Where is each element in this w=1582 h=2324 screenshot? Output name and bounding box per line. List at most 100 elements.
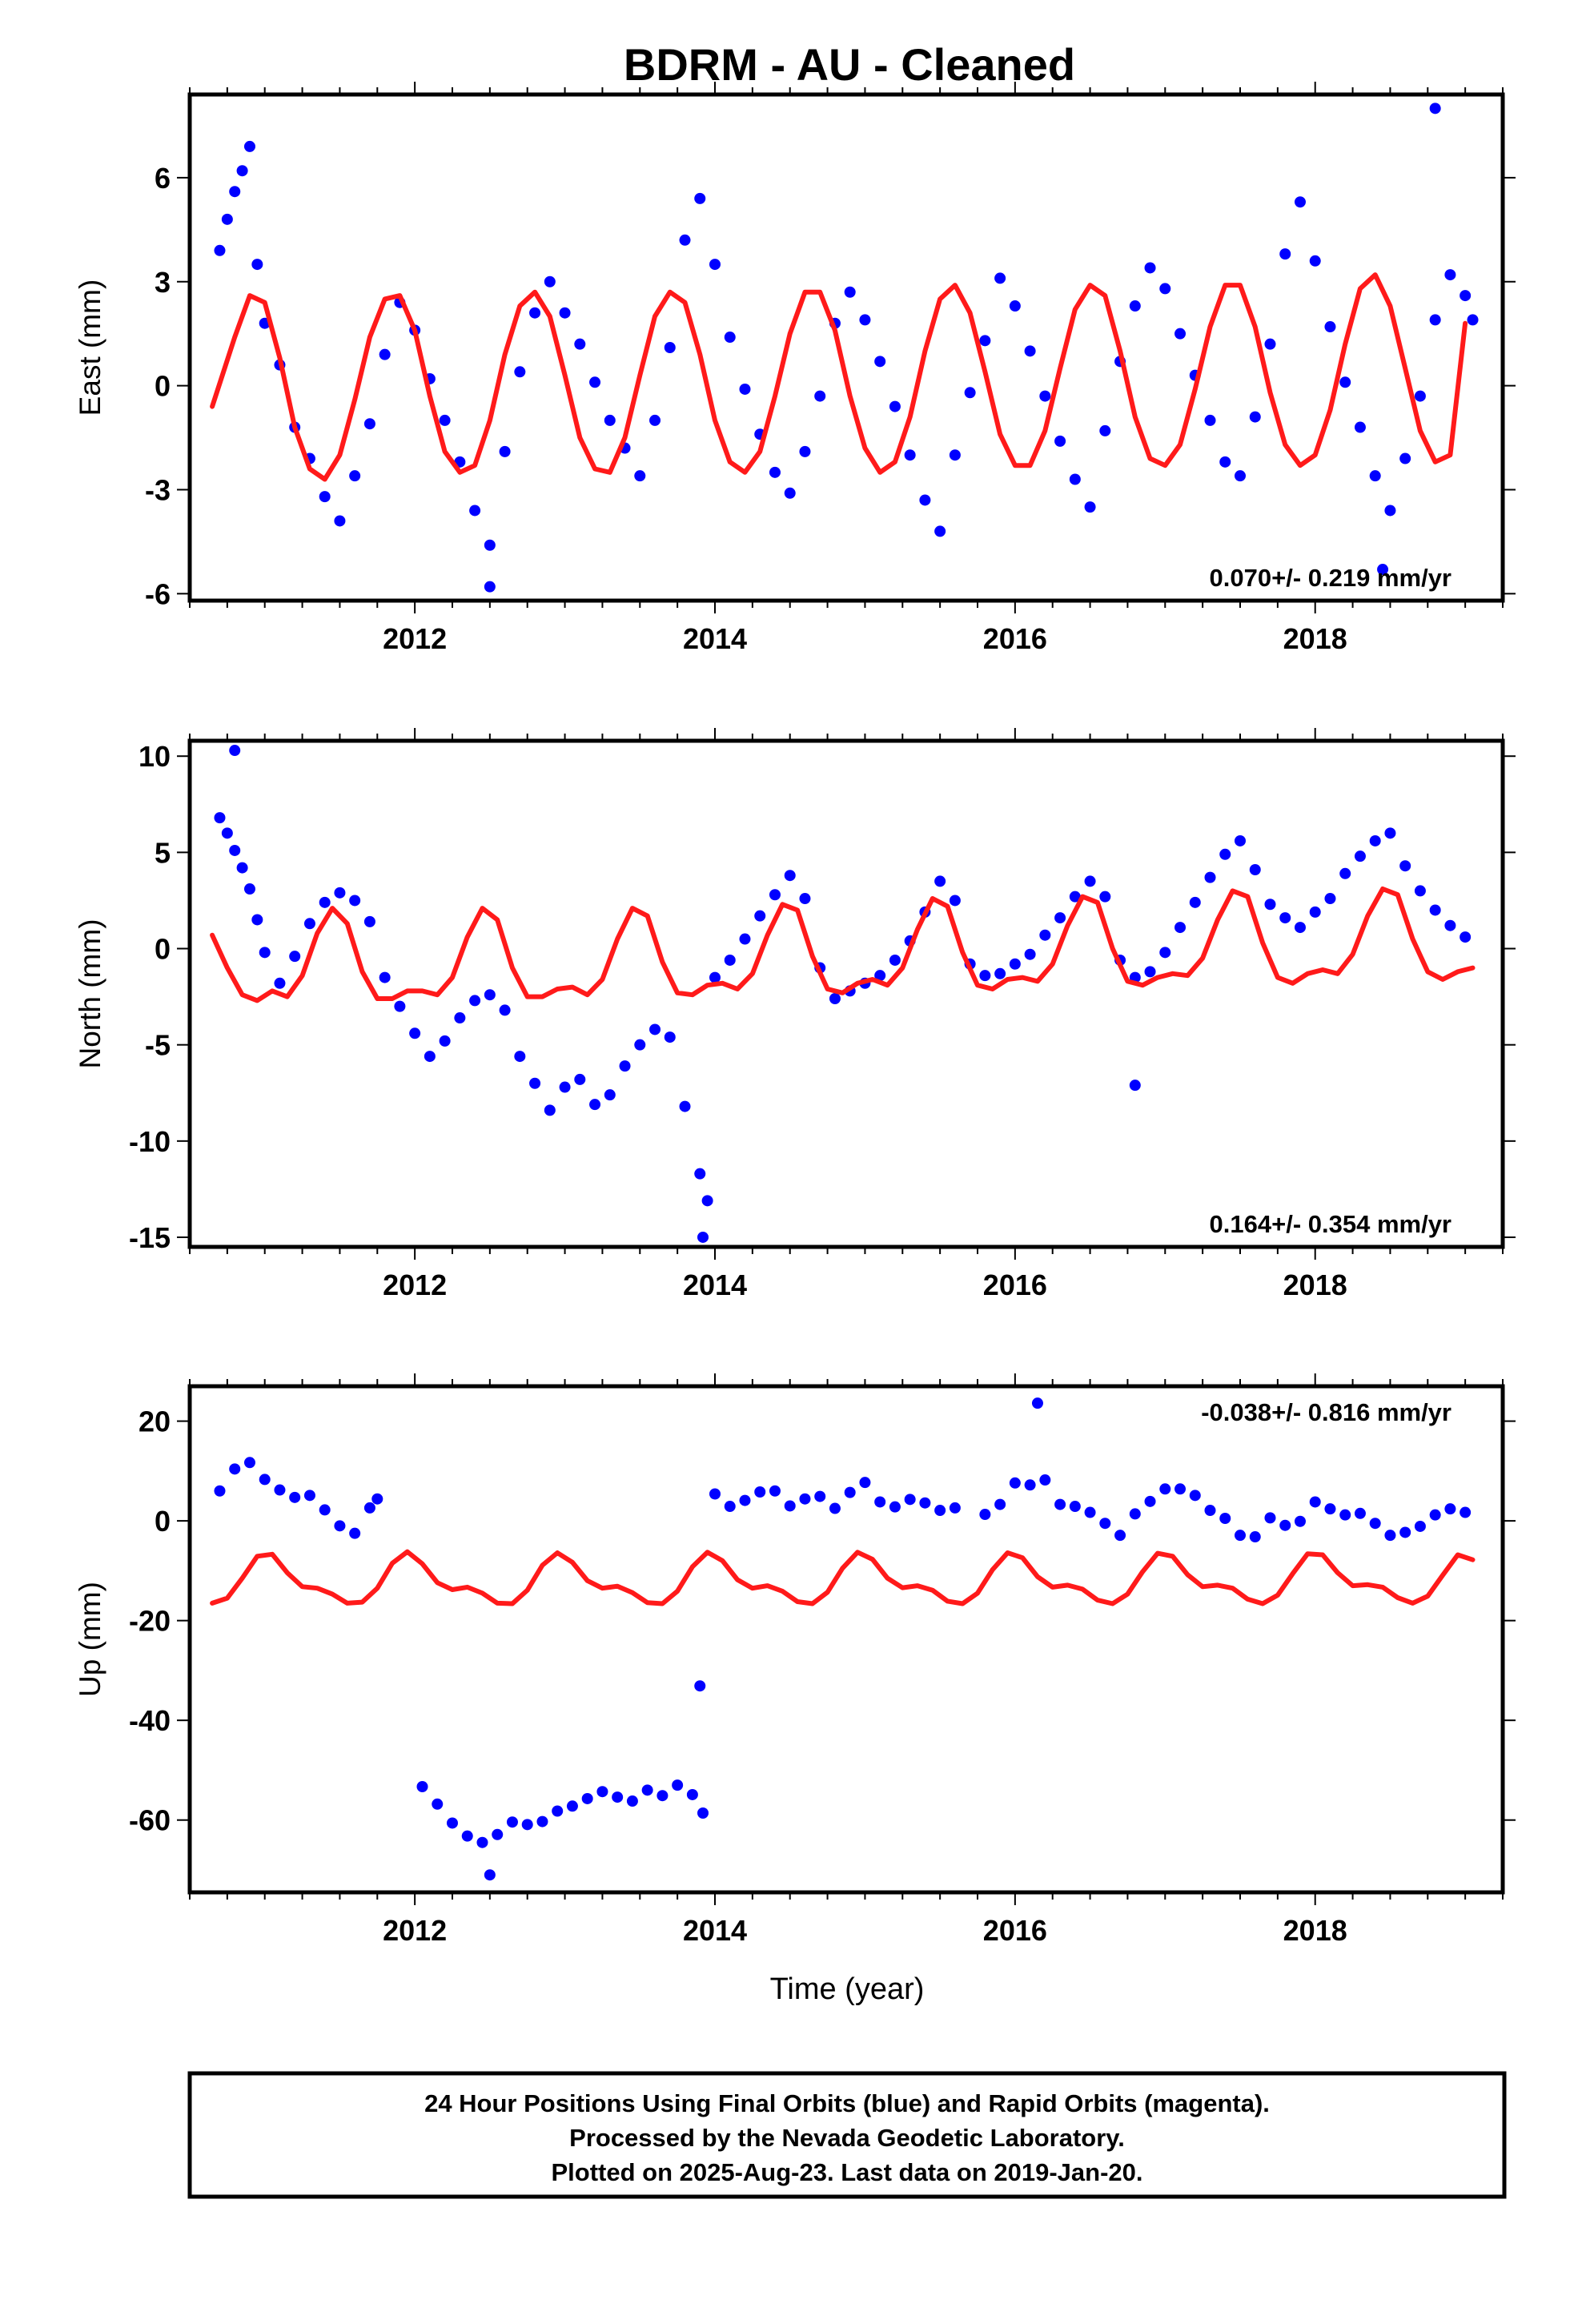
data-point bbox=[649, 414, 661, 426]
data-point bbox=[363, 1502, 375, 1514]
data-point bbox=[979, 1509, 991, 1521]
data-point bbox=[484, 539, 496, 551]
data-point bbox=[799, 445, 811, 457]
data-point bbox=[1294, 196, 1306, 208]
y-tick-label: 6 bbox=[155, 162, 171, 195]
y-tick-label: 0 bbox=[155, 370, 171, 403]
data-point bbox=[251, 914, 263, 926]
data-point bbox=[1054, 912, 1066, 924]
data-point bbox=[1054, 435, 1066, 447]
data-point bbox=[1129, 1080, 1141, 1092]
x-tick-label: 2012 bbox=[383, 622, 447, 655]
data-point bbox=[1099, 1518, 1111, 1530]
data-point bbox=[259, 947, 271, 959]
data-point bbox=[544, 275, 556, 287]
y-axis-label: East (mm) bbox=[74, 279, 106, 416]
data-point bbox=[319, 1504, 331, 1516]
data-point bbox=[686, 1788, 698, 1800]
data-point bbox=[1235, 470, 1246, 482]
data-point bbox=[844, 286, 856, 298]
data-point bbox=[784, 870, 796, 882]
data-point bbox=[859, 314, 871, 326]
data-point bbox=[363, 915, 375, 927]
data-point bbox=[641, 1784, 653, 1796]
data-point bbox=[754, 910, 766, 922]
x-tick-label: 2014 bbox=[683, 1269, 747, 1301]
data-point bbox=[409, 1027, 421, 1039]
data-point bbox=[1249, 864, 1261, 876]
footer-box bbox=[187, 2071, 1507, 2199]
data-point bbox=[934, 875, 946, 887]
data-point bbox=[664, 1031, 676, 1043]
data-point bbox=[964, 387, 976, 399]
data-point bbox=[469, 995, 481, 1007]
data-point bbox=[994, 1498, 1006, 1510]
data-point bbox=[289, 951, 301, 963]
data-point bbox=[1024, 1479, 1036, 1491]
data-point bbox=[1460, 290, 1472, 302]
data-point bbox=[1084, 1506, 1096, 1518]
data-point bbox=[251, 259, 263, 271]
data-point bbox=[1009, 300, 1021, 312]
panel-3: 2012 2014 2016 2018 20 0 -20 -40 -60 Up (mm) -0.03… bbox=[74, 1373, 1516, 1947]
data-point bbox=[499, 445, 511, 457]
data-point bbox=[701, 1195, 713, 1207]
data-point bbox=[334, 515, 346, 527]
data-point bbox=[499, 1004, 511, 1016]
y-tick-label: 3 bbox=[155, 266, 171, 299]
data-point bbox=[739, 383, 751, 395]
y-tick-label: -3 bbox=[145, 473, 171, 506]
data-point bbox=[1384, 827, 1396, 839]
data-point bbox=[1144, 262, 1156, 274]
data-point bbox=[1099, 891, 1111, 903]
data-point bbox=[604, 414, 616, 426]
data-point bbox=[1414, 1520, 1426, 1532]
data-point bbox=[1204, 1505, 1216, 1517]
data-point bbox=[229, 745, 241, 757]
data-point bbox=[476, 1836, 488, 1848]
data-point bbox=[1114, 1530, 1126, 1542]
x-tick-label: 2012 bbox=[383, 1914, 447, 1947]
data-point bbox=[461, 1830, 473, 1842]
x-tick-label: 2012 bbox=[383, 1269, 447, 1301]
data-point bbox=[506, 1816, 518, 1828]
data-point bbox=[469, 505, 481, 517]
data-point bbox=[724, 1501, 736, 1513]
data-point bbox=[243, 883, 255, 895]
data-point bbox=[379, 971, 391, 983]
data-point bbox=[1309, 1496, 1321, 1508]
data-point bbox=[379, 348, 391, 360]
data-point bbox=[243, 140, 255, 152]
data-point bbox=[1429, 1509, 1441, 1521]
data-point bbox=[1354, 850, 1366, 862]
data-point bbox=[1024, 345, 1036, 357]
data-point bbox=[784, 1500, 796, 1512]
data-point bbox=[1429, 103, 1441, 115]
data-point bbox=[1460, 931, 1472, 943]
data-point bbox=[289, 1491, 301, 1503]
data-point bbox=[319, 896, 331, 908]
data-point bbox=[769, 1485, 781, 1497]
data-point bbox=[1369, 1518, 1381, 1530]
data-point bbox=[1084, 875, 1096, 887]
y-tick-label: -60 bbox=[129, 1804, 171, 1837]
data-point bbox=[604, 1089, 616, 1101]
data-point bbox=[574, 338, 586, 350]
data-point bbox=[994, 967, 1006, 979]
data-point bbox=[1279, 248, 1291, 260]
data-point bbox=[664, 342, 676, 353]
data-point bbox=[484, 989, 496, 1001]
data-point bbox=[1339, 867, 1351, 879]
data-point bbox=[1235, 834, 1246, 846]
data-point bbox=[274, 977, 286, 989]
data-point bbox=[243, 1457, 255, 1469]
data-point bbox=[514, 366, 526, 378]
data-point bbox=[979, 970, 991, 982]
data-point bbox=[334, 887, 346, 899]
data-point bbox=[1384, 505, 1396, 517]
data-point bbox=[784, 487, 796, 499]
data-point bbox=[574, 1073, 586, 1085]
data-point bbox=[874, 970, 886, 982]
rate-label: -0.038+/- 0.816 mm/yr bbox=[1201, 1398, 1452, 1426]
data-point bbox=[889, 400, 901, 412]
